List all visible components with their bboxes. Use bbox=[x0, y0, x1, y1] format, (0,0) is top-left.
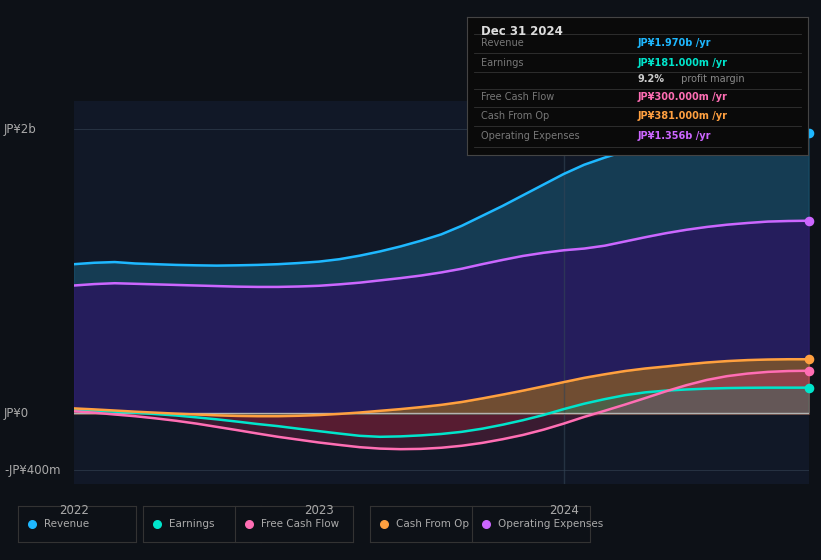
Point bbox=[802, 366, 815, 375]
Text: Dec 31 2024: Dec 31 2024 bbox=[480, 25, 562, 38]
Text: -JP¥400m: -JP¥400m bbox=[4, 464, 61, 477]
Text: JP¥0: JP¥0 bbox=[4, 407, 30, 420]
Text: Operating Expenses: Operating Expenses bbox=[480, 130, 580, 141]
Text: Earnings: Earnings bbox=[169, 519, 214, 529]
Text: Operating Expenses: Operating Expenses bbox=[498, 519, 603, 529]
Point bbox=[802, 129, 815, 138]
Text: profit margin: profit margin bbox=[678, 74, 745, 84]
Text: JP¥1.970b /yr: JP¥1.970b /yr bbox=[637, 38, 711, 48]
Point bbox=[802, 354, 815, 363]
Text: 9.2%: 9.2% bbox=[637, 74, 664, 84]
Text: JP¥300.000m /yr: JP¥300.000m /yr bbox=[637, 92, 727, 102]
Text: JP¥381.000m /yr: JP¥381.000m /yr bbox=[637, 111, 727, 122]
Point bbox=[479, 520, 493, 529]
Text: 2022: 2022 bbox=[59, 504, 89, 517]
Point bbox=[378, 520, 391, 529]
Text: JP¥2b: JP¥2b bbox=[4, 123, 37, 136]
Text: 2024: 2024 bbox=[548, 504, 579, 517]
Point bbox=[802, 216, 815, 225]
Text: Cash From Op: Cash From Op bbox=[480, 111, 549, 122]
Text: 2023: 2023 bbox=[304, 504, 333, 517]
Text: Cash From Op: Cash From Op bbox=[396, 519, 469, 529]
Text: Free Cash Flow: Free Cash Flow bbox=[480, 92, 554, 102]
Point bbox=[25, 520, 39, 529]
Point bbox=[150, 520, 163, 529]
Text: JP¥1.356b /yr: JP¥1.356b /yr bbox=[637, 130, 711, 141]
Text: Revenue: Revenue bbox=[44, 519, 89, 529]
Point bbox=[802, 383, 815, 392]
Text: JP¥181.000m /yr: JP¥181.000m /yr bbox=[637, 58, 727, 68]
Point bbox=[242, 520, 255, 529]
Text: Revenue: Revenue bbox=[480, 38, 524, 48]
Text: Earnings: Earnings bbox=[480, 58, 523, 68]
Text: Free Cash Flow: Free Cash Flow bbox=[261, 519, 339, 529]
